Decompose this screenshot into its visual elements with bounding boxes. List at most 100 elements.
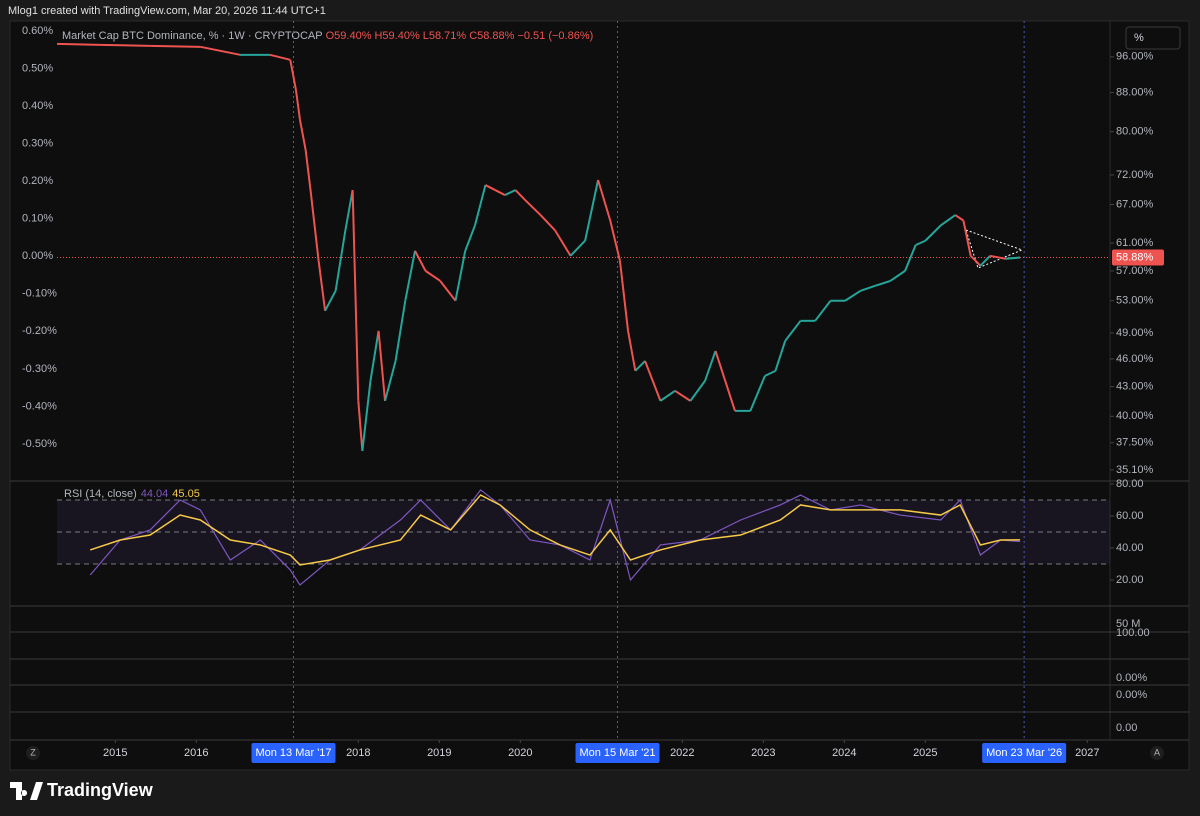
- price-segment: [969, 255, 982, 267]
- last-price-label: 58.88%: [1116, 251, 1154, 263]
- price-segment: [439, 280, 457, 302]
- x-tick-label: 2019: [427, 747, 451, 759]
- date-marker-box: [251, 743, 336, 763]
- legend-low: L58.71%: [423, 30, 467, 42]
- price-segment: [369, 330, 380, 382]
- price-segment: [627, 330, 637, 372]
- y2-tick-label: -0.50%: [22, 438, 57, 450]
- price-segment: [344, 189, 354, 231]
- auto-button-label[interactable]: A: [1154, 747, 1160, 757]
- y-tick-label: 88.00%: [1116, 86, 1154, 98]
- lower-pane-label: 100.00: [1116, 627, 1150, 639]
- rsi-value: 44.04: [141, 488, 169, 500]
- y-tick-label: 96.00%: [1116, 51, 1154, 63]
- price-segment: [384, 360, 397, 402]
- rsi-y-tick-label: 40.00: [1116, 542, 1144, 554]
- price-segment: [294, 89, 301, 121]
- price-segment: [597, 179, 612, 221]
- x-tick-label: 2025: [913, 747, 937, 759]
- price-segment: [915, 239, 926, 247]
- y-tick-label: 57.00%: [1116, 265, 1154, 277]
- price-segment: [317, 260, 327, 311]
- legend: Market Cap BTC Dominance, % · 1W · CRYPT…: [62, 30, 593, 42]
- date-marker-label: Mon 13 Mar '17: [255, 747, 331, 759]
- price-segment: [299, 119, 307, 151]
- price-segment: [634, 360, 646, 372]
- price-segment: [200, 45, 241, 56]
- price-segment: [784, 320, 802, 342]
- lower-pane-label: 0.00%: [1116, 689, 1147, 701]
- rsi-ma-line: [89, 494, 1021, 566]
- legend-close: C58.88%: [469, 30, 514, 42]
- legend-title: Market Cap BTC Dominance, % · 1W · CRYPT…: [62, 30, 323, 42]
- price-segment: [361, 380, 372, 452]
- price-segment: [504, 189, 516, 196]
- price-segment: [150, 44, 201, 48]
- y-tick-label: 49.00%: [1116, 327, 1154, 339]
- price-segment: [979, 255, 991, 267]
- date-marker-label: Mon 15 Mar '21: [579, 747, 655, 759]
- rsi-ma-value: 45.05: [172, 488, 200, 500]
- y2-tick-label: -0.20%: [22, 325, 57, 337]
- y2-tick-label: 0.10%: [22, 213, 53, 225]
- date-marker-box: [575, 743, 660, 763]
- percent-button-label[interactable]: %: [1134, 32, 1144, 44]
- y-tick-label: 80.00%: [1116, 126, 1154, 138]
- price-segment: [749, 375, 766, 412]
- date-marker-label: Mon 23 Mar '26: [986, 747, 1062, 759]
- triangle-drawing: [965, 229, 1024, 269]
- price-segment: [424, 270, 441, 282]
- price-segment: [99, 43, 151, 47]
- price-segment: [554, 229, 572, 257]
- zoom-button-label[interactable]: Z: [30, 747, 36, 757]
- legend-change: −0.51 (−0.86%): [517, 30, 593, 42]
- price-segment: [954, 214, 964, 222]
- price-segment: [351, 190, 360, 401]
- legend-open: O59.40%: [326, 30, 372, 42]
- price-segment: [404, 250, 416, 301]
- price-segment: [464, 225, 476, 252]
- y2-tick-label: 0.20%: [22, 175, 53, 187]
- price-segment: [514, 189, 526, 201]
- price-segment: [674, 389, 691, 402]
- y-tick-label: 67.00%: [1116, 198, 1154, 210]
- price-segment: [704, 350, 717, 382]
- price-segment: [618, 260, 630, 331]
- price-segment: [539, 214, 556, 232]
- price-segment: [269, 53, 291, 61]
- price-segment: [414, 250, 427, 272]
- y2-tick-label: -0.30%: [22, 363, 57, 375]
- lower-pane-label: 0.00%: [1116, 672, 1147, 684]
- price-segment: [814, 300, 832, 322]
- price-segment: [724, 380, 736, 412]
- logo-text: TradingView: [47, 780, 154, 800]
- price-segment: [689, 380, 706, 402]
- price-segment: [844, 289, 862, 302]
- zoom-button[interactable]: [26, 746, 40, 760]
- y-tick-label: 37.50%: [1116, 437, 1154, 449]
- x-tick-label: 2018: [346, 747, 370, 759]
- last-price-box: [1112, 249, 1164, 266]
- rsi-legend: RSI (14, close) 44.04 45.05: [64, 488, 200, 500]
- price-segment: [56, 42, 100, 46]
- price-segment: [377, 330, 387, 401]
- lower-pane-label: 0.00: [1116, 722, 1137, 734]
- y-tick-label: 61.00%: [1116, 237, 1154, 249]
- x-tick-label: 2024: [832, 747, 856, 759]
- price-segment: [473, 184, 487, 226]
- auto-button[interactable]: [1150, 746, 1164, 760]
- logo-icon: [10, 782, 43, 800]
- price-segment: [860, 284, 876, 292]
- rsi-y-tick-label: 80.00: [1116, 478, 1144, 490]
- y-tick-label: 72.00%: [1116, 169, 1154, 181]
- y-tick-label: 53.00%: [1116, 295, 1154, 307]
- y-tick-label: 35.10%: [1116, 464, 1154, 476]
- price-segment: [889, 270, 906, 282]
- x-tick-label: 2020: [508, 747, 532, 759]
- y2-tick-label: -0.40%: [22, 400, 57, 412]
- price-segment: [584, 179, 600, 241]
- y-tick-label: 43.00%: [1116, 380, 1154, 392]
- price-segment: [454, 250, 467, 301]
- percent-button[interactable]: [1125, 26, 1181, 50]
